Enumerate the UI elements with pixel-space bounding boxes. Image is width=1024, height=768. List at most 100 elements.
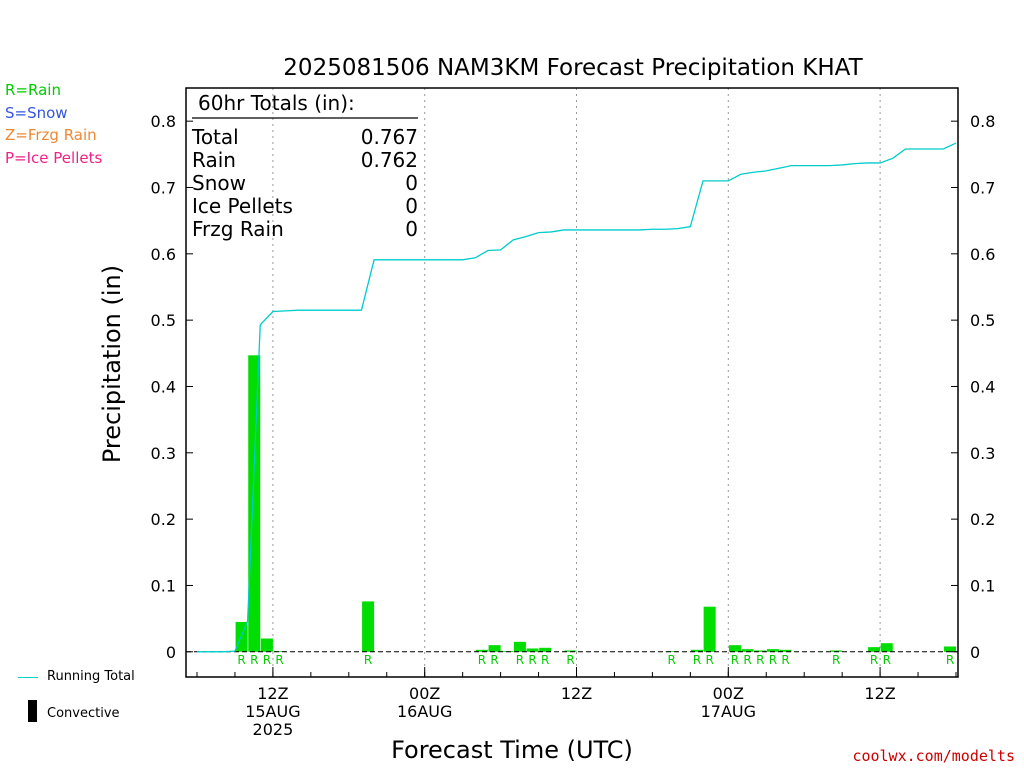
precip-bar xyxy=(665,651,678,652)
precip-bar xyxy=(248,355,261,652)
precip-type-label: R xyxy=(275,653,283,667)
x-tick-label: 12Z xyxy=(864,684,895,703)
precip-bar xyxy=(868,647,881,652)
precip-type-label: R xyxy=(668,653,676,667)
y-axis-label: Precipitation (in) xyxy=(98,265,126,463)
x-tick-label: 15AUG xyxy=(245,702,300,721)
y-tick-label-right: 0.5 xyxy=(970,311,995,330)
precip-bar xyxy=(539,647,552,652)
precip-bar xyxy=(564,650,577,652)
totals-row-value: 0 xyxy=(405,217,418,241)
y-axis-ticks: 0 00.1 0.10.2 0.20.3 0.30.4 0.40.5 0.50.6 0.60.… xyxy=(151,112,996,662)
y-tick-label-left: 0.6 xyxy=(151,245,176,264)
totals-row-value: 0 xyxy=(405,194,418,218)
precip-type-label: R xyxy=(566,653,574,667)
legend-ice-pellets: P=Ice Pellets xyxy=(5,149,103,167)
precip-bar xyxy=(526,648,539,652)
totals-row-label: Rain xyxy=(192,148,236,172)
y-tick-label-right: 0.7 xyxy=(970,178,995,197)
precip-type-label: R xyxy=(832,653,840,667)
y-tick-label-right: 0.8 xyxy=(970,112,995,131)
precip-type-label: R xyxy=(478,653,486,667)
y-tick-label-left: 0.8 xyxy=(151,112,176,131)
y-tick-label-left: 0.5 xyxy=(151,311,176,330)
precip-type-label: R xyxy=(769,653,777,667)
precip-type-label: R xyxy=(756,653,764,667)
precip-type-label: R xyxy=(705,653,713,667)
credit-text: coolwx.com/modelts xyxy=(852,747,1015,765)
legend-snow: S=Snow xyxy=(5,104,68,122)
precip-type-label: R xyxy=(364,653,372,667)
y-tick-label-left: 0.7 xyxy=(151,178,176,197)
x-tick-label: 17AUG xyxy=(701,702,756,721)
precip-bar xyxy=(690,649,703,652)
precip-bar xyxy=(880,643,893,652)
precip-bar xyxy=(513,641,526,652)
chart-grid xyxy=(272,88,881,677)
precip-type-label: R xyxy=(946,653,954,667)
precip-bar xyxy=(488,645,501,652)
precip-bar xyxy=(273,651,286,652)
precip-bar xyxy=(728,645,741,652)
x-tick-label: 00Z xyxy=(409,684,440,703)
legend-freezing-rain: Z=Frzg Rain xyxy=(5,126,97,144)
y-tick-label-left: 0.4 xyxy=(151,377,176,396)
running-total-line xyxy=(197,142,957,653)
precip-type-label: R xyxy=(731,653,739,667)
precip-bars xyxy=(235,355,956,652)
precip-bar xyxy=(741,649,754,652)
precip-type-label: R xyxy=(781,653,789,667)
totals-row-value: 0.767 xyxy=(361,125,418,149)
precip-type-label: R xyxy=(743,653,751,667)
precip-bar xyxy=(362,601,375,652)
totals-header: 60hr Totals (in): xyxy=(198,91,355,115)
x-tick-label: 2025 xyxy=(253,720,294,739)
precip-type-label: R xyxy=(528,653,536,667)
precip-type-label: R xyxy=(883,653,891,667)
y-tick-label-right: 0.6 xyxy=(970,245,995,264)
totals-row-value: 0 xyxy=(405,171,418,195)
precip-bar xyxy=(943,646,956,652)
chart-title: 2025081506 NAM3KM Forecast Precipitation… xyxy=(283,55,863,81)
totals-row-label: Frzg Rain xyxy=(192,217,284,241)
y-tick-label-left: 0 xyxy=(166,643,176,662)
precip-type-label: R xyxy=(693,653,701,667)
precip-bar xyxy=(830,650,843,652)
y-tick-label-right: 0.4 xyxy=(970,377,995,396)
totals-row-value: 0.762 xyxy=(361,148,418,172)
precip-type-label: R xyxy=(237,653,245,667)
x-tick-label: 12Z xyxy=(561,684,592,703)
x-tick-label: 12Z xyxy=(257,684,288,703)
precip-bar xyxy=(754,650,767,652)
precip-type-label: R xyxy=(263,653,271,667)
y-tick-label-right: 0 xyxy=(970,643,980,662)
precip-bar xyxy=(766,649,779,652)
precip-bar xyxy=(703,606,716,652)
convective-swatch xyxy=(28,700,37,722)
legend-rain: R=Rain xyxy=(5,81,61,99)
totals-row-label: Snow xyxy=(192,171,246,195)
precip-type-label: R xyxy=(516,653,524,667)
totals-row-label: Ice Pellets xyxy=(192,194,293,218)
precip-bar xyxy=(475,649,488,652)
x-tick-label: 00Z xyxy=(713,684,744,703)
y-tick-label-left: 0.1 xyxy=(151,576,176,595)
y-tick-label-left: 0.2 xyxy=(151,510,176,529)
totals-box: 60hr Totals (in): Total 0.767 Rain 0.762 Sno… xyxy=(191,91,418,241)
running-total-label: Running Total xyxy=(47,669,135,684)
convective-label: Convective xyxy=(47,706,120,721)
x-tick-label: 16AUG xyxy=(397,702,452,721)
precip-type-label: R xyxy=(490,653,498,667)
precip-bar xyxy=(260,638,273,652)
y-tick-label-right: 0.3 xyxy=(970,444,995,463)
plot-frame xyxy=(185,87,959,678)
precip-type-label: R xyxy=(870,653,878,667)
y-tick-label-right: 0.2 xyxy=(970,510,995,529)
x-axis-label: Forecast Time (UTC) xyxy=(391,736,633,764)
running-total-swatch xyxy=(18,677,38,678)
y-tick-label-right: 0.1 xyxy=(970,576,995,595)
y-tick-label-left: 0.3 xyxy=(151,444,176,463)
